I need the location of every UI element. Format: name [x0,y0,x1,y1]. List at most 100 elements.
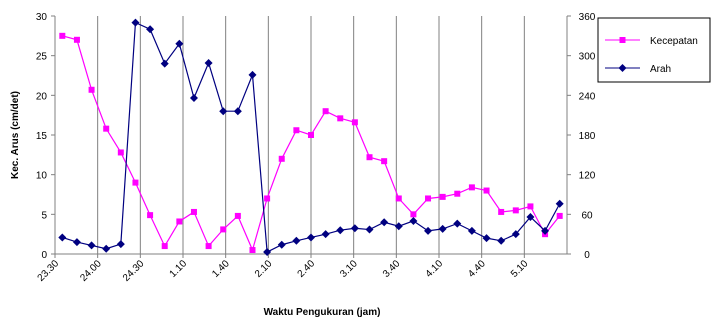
data-point-arah [292,236,301,245]
x-tick-label: 3.10 [338,258,360,280]
data-point-arah [394,222,403,231]
data-point-kecepatan [176,218,183,225]
x-tick-label: 24.30 [121,258,147,284]
data-point-kecepatan [147,212,154,219]
legend-arah-marker [618,64,627,72]
left-y-tick-label: 0 [41,250,47,261]
data-point-arah [233,107,242,116]
data-point-kecepatan [264,195,271,202]
x-tick-label: 4.10 [424,258,446,280]
legend-arah-label: Arah [650,64,671,75]
data-point-kecepatan [161,243,168,250]
data-point-kecepatan [59,32,66,39]
right-y-tick-labels: 0 60 120 180 240 300 360 [567,12,596,261]
x-tick-label: 4.40 [466,258,488,280]
data-point-arah [424,226,433,235]
data-point-arah [175,39,184,48]
data-point-kecepatan [278,155,285,162]
right-y-tick-label: 120 [579,171,596,182]
data-point-kecepatan [483,187,490,194]
data-point-kecepatan [103,125,110,132]
right-y-tick-label: 300 [579,52,596,63]
data-point-arah [146,25,155,34]
legend-box [597,17,711,83]
x-axis-label: Waktu Pengukuran (jam) [264,307,381,318]
data-point-kecepatan [556,212,563,219]
left-y-tick-label: 5 [41,210,47,221]
left-y-tick-label: 10 [36,171,48,182]
data-point-arah [453,219,462,228]
right-y-tick-label: 60 [581,210,593,221]
data-point-kecepatan [88,86,95,93]
data-point-kecepatan [322,108,329,115]
data-point-arah [219,107,228,116]
data-point-arah [248,70,257,79]
right-y-tick-label: 180 [579,131,596,142]
data-point-kecepatan [308,132,314,138]
data-point-kecepatan [439,193,446,200]
x-tick-label: 1.10 [168,258,190,280]
data-point-arah [541,226,550,235]
data-point-arah [277,240,286,249]
x-tick-label: 2.10 [253,258,275,280]
data-point-kecepatan [410,211,417,218]
data-point-arah [58,233,67,242]
x-tick-label: 5.10 [509,258,531,280]
left-y-tick-labels: 0 5 10 15 20 25 30 [36,12,55,261]
right-y-tick-label: 360 [579,12,596,23]
data-point-kecepatan [337,115,344,122]
data-point-arah [438,224,447,233]
data-point-kecepatan [468,184,475,191]
y-axis-label: Kec. Arus (cm/det) [10,91,21,179]
x-tick-label: 23.30 [36,258,62,284]
data-point-kecepatan [395,195,402,202]
data-point-kecepatan [190,208,197,215]
left-y-tick-label: 30 [36,12,48,23]
data-point-kecepatan [512,207,519,214]
data-point-kecepatan [205,243,212,250]
data-point-arah [555,199,564,208]
data-point-kecepatan [351,119,358,126]
legend-kecepatan-label: Kecepatan [650,36,698,47]
data-point-kecepatan [234,212,241,219]
data-point-arah [87,241,96,250]
legend-kecepatan-marker [619,37,626,43]
data-point-arah [204,58,213,67]
series-layer [58,18,564,257]
data-point-arah [526,212,535,221]
data-point-kecepatan [249,247,256,254]
right-y-tick-label: 0 [584,250,590,261]
data-point-arah [116,240,125,249]
data-point-kecepatan [117,149,124,156]
x-tick-labels: 23.30 24.00 24.30 1.10 1.40 2.10 2.40 3.10 3.40 4… [36,254,531,284]
data-point-arah [160,59,169,68]
data-point-kecepatan [498,208,505,215]
x-tick-label: 2.40 [296,258,318,280]
data-point-arah [321,230,330,239]
right-y-tick-label: 240 [579,91,596,102]
data-point-arah [350,224,359,233]
data-point-arah [263,248,272,257]
x-tick-label: 1.40 [210,258,232,280]
data-point-kecepatan [132,179,139,186]
data-point-arah [102,244,111,253]
data-point-kecepatan [454,190,461,197]
data-point-arah [307,233,315,242]
legend: Kecepatan Arah [597,17,711,83]
data-point-kecepatan [73,36,80,43]
data-point-kecepatan [366,154,373,161]
data-point-kecepatan [527,203,534,210]
data-point-arah [409,216,418,225]
data-point-arah [189,93,198,102]
data-point-arah [497,236,506,245]
data-point-arah [511,230,520,239]
data-point-arah [482,234,491,243]
data-point-arah [380,218,389,227]
data-point-kecepatan [381,158,388,165]
x-tick-label: 3.40 [381,258,403,280]
left-y-tick-label: 20 [36,91,48,102]
data-point-kecepatan [220,226,227,233]
data-point-arah [131,18,140,27]
data-point-kecepatan [293,127,300,134]
